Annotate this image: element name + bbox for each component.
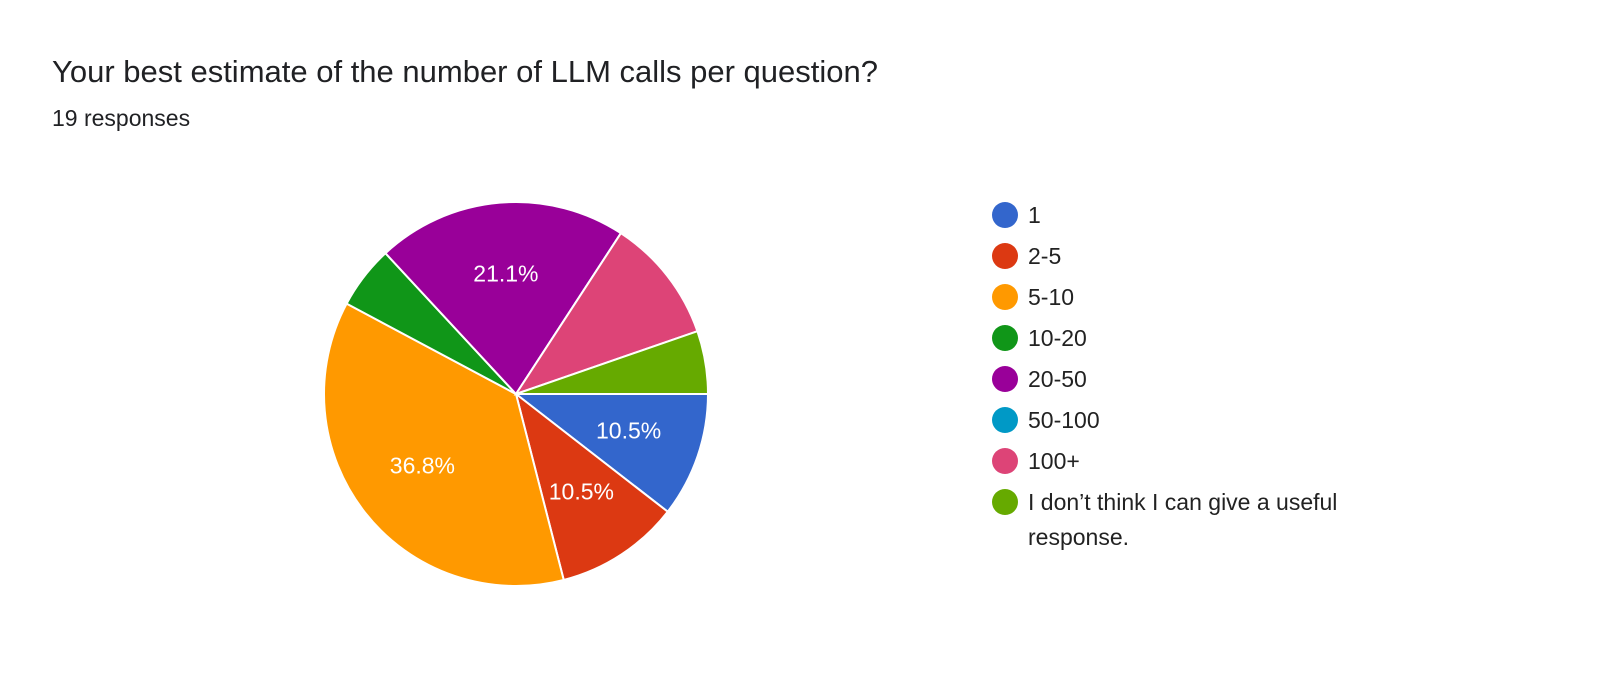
pie-slice [513, 393, 710, 514]
legend-item: 100+ [990, 444, 1410, 479]
pie-slice [514, 391, 670, 582]
legend-label: 1 [1028, 202, 1041, 228]
legend-item: 10-20 [990, 321, 1410, 356]
legend-item: 1 [990, 198, 1410, 233]
legend-label: 50-100 [1028, 407, 1100, 433]
legend-swatch [992, 202, 1018, 228]
chart-subtitle: 19 responses [52, 105, 191, 131]
legend-swatch [992, 366, 1018, 392]
legend-label: 100+ [1028, 448, 1080, 474]
data-label: 10.5% [596, 418, 661, 444]
pie-slice [515, 329, 710, 395]
data-label: 36.8% [390, 453, 455, 479]
legend-item: 5-10 [990, 280, 1410, 315]
legend-label: 20-50 [1028, 366, 1087, 392]
legend-label: 5-10 [1028, 284, 1075, 310]
pie-slice [323, 302, 565, 587]
legend-item: 20-50 [990, 362, 1410, 397]
data-label: 10.5% [549, 479, 614, 505]
legend-swatch [992, 407, 1018, 433]
chart-title: Your best estimate of the number of LLM … [52, 54, 878, 89]
legend-swatch [992, 284, 1018, 310]
legend-swatch [992, 243, 1018, 269]
legend-swatch [992, 489, 1018, 515]
legend-label: 2-5 [1028, 243, 1062, 269]
data-label: 21.1% [473, 260, 538, 286]
pie-slice [513, 231, 699, 396]
legend-item: 50-100 [990, 403, 1410, 438]
legend-label: 10-20 [1028, 325, 1087, 351]
legend-label: I don’t think I can give a useful respon… [1028, 489, 1338, 550]
legend-swatch [992, 325, 1018, 351]
legend: 1 2-5 5-10 10-20 20-50 50-100 100+ I don’t thin… [990, 198, 1410, 561]
legend-item: I don’t think I can give a useful respon… [990, 485, 1410, 555]
legend-item: 2-5 [990, 239, 1410, 274]
pie-slice [384, 201, 623, 396]
legend-swatch [992, 448, 1018, 474]
